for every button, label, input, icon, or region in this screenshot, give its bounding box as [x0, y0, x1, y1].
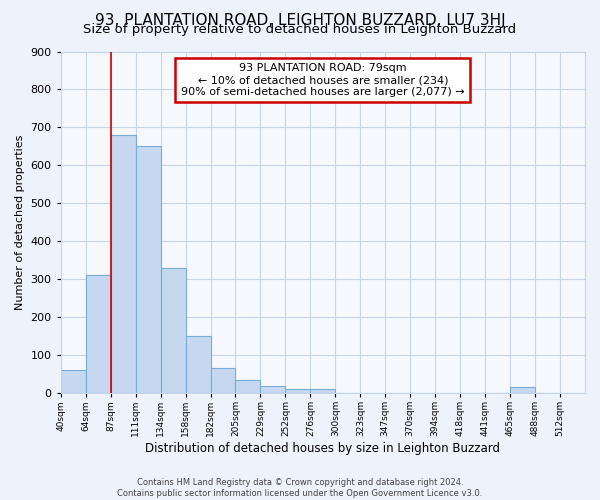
- Text: Contains HM Land Registry data © Crown copyright and database right 2024.
Contai: Contains HM Land Registry data © Crown c…: [118, 478, 482, 498]
- Text: 93, PLANTATION ROAD, LEIGHTON BUZZARD, LU7 3HJ: 93, PLANTATION ROAD, LEIGHTON BUZZARD, L…: [95, 12, 505, 28]
- Bar: [286, 390, 310, 393]
- Bar: [211, 368, 235, 393]
- Bar: [310, 390, 335, 393]
- Bar: [136, 146, 161, 393]
- Text: Size of property relative to detached houses in Leighton Buzzard: Size of property relative to detached ho…: [83, 22, 517, 36]
- Bar: [161, 268, 185, 393]
- Bar: [185, 336, 211, 393]
- Bar: [510, 388, 535, 393]
- Bar: [110, 135, 136, 393]
- Bar: [260, 386, 286, 393]
- Text: 93 PLANTATION ROAD: 79sqm
← 10% of detached houses are smaller (234)
90% of semi: 93 PLANTATION ROAD: 79sqm ← 10% of detac…: [181, 64, 464, 96]
- Bar: [61, 370, 86, 393]
- Y-axis label: Number of detached properties: Number of detached properties: [15, 134, 25, 310]
- X-axis label: Distribution of detached houses by size in Leighton Buzzard: Distribution of detached houses by size …: [145, 442, 500, 455]
- Bar: [235, 380, 260, 393]
- Bar: [86, 276, 110, 393]
